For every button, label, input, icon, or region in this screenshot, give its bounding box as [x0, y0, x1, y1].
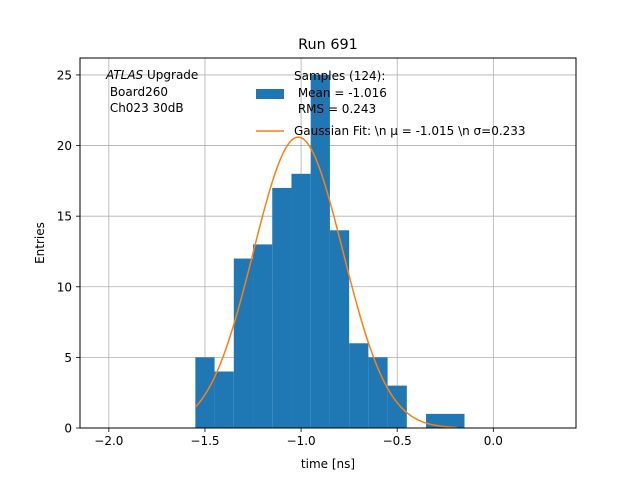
gaussian-fit: [194, 136, 457, 429]
legend-samples-swatch: [256, 89, 284, 99]
histogram-bar: [272, 187, 292, 428]
upgrade-label: Upgrade: [143, 68, 198, 82]
y-axis-label: Entries: [33, 222, 47, 264]
x-axis-label: time [ns]: [301, 457, 355, 471]
histogram-bar: [214, 371, 234, 428]
x-tick-label: −1.5: [190, 434, 219, 448]
histogram-bar: [195, 357, 215, 428]
legend-mean: Mean = -1.016: [294, 86, 387, 100]
x-tick-label: −1.0: [287, 434, 316, 448]
histogram-bar: [329, 230, 350, 428]
board-label: Board260: [106, 85, 168, 99]
legend-rms: RMS = 0.243: [294, 102, 376, 116]
histogram-bar: [233, 258, 254, 428]
histogram-bars: [195, 74, 465, 428]
atlas-label: ATLAS: [105, 68, 144, 82]
legend-fit-label: Gaussian Fit: \n μ = -1.015 \n σ=0.233: [294, 124, 526, 138]
y-tick-label: 25: [57, 68, 72, 82]
y-axis-ticks: 0 5 10 15 20 25: [57, 68, 80, 436]
x-tick-label: 0.0: [484, 434, 503, 448]
histogram-bar: [253, 244, 273, 428]
y-tick-label: 10: [57, 280, 72, 294]
x-axis-ticks: −2.0 −1.5 −1.0 −0.5 0.0: [94, 428, 503, 448]
atlas-annotation: ATLAS Upgrade Board260 Ch023 30dB: [105, 68, 198, 115]
axes-frame: [79, 57, 577, 429]
x-tick-label: −2.0: [94, 434, 123, 448]
x-tick-label: −0.5: [383, 434, 412, 448]
chart-title: Run 691: [298, 37, 358, 53]
annotation-line-1: ATLAS Upgrade: [105, 68, 198, 82]
histogram-bar: [368, 357, 388, 428]
histogram-bar: [310, 74, 330, 428]
histogram-bar: [291, 173, 311, 428]
histogram-bar: [349, 343, 369, 428]
y-tick-label: 20: [57, 139, 72, 153]
y-tick-label: 5: [64, 351, 72, 365]
histogram-bar: [426, 413, 465, 428]
channel-label: Ch023 30dB: [106, 101, 184, 115]
legend-samples-title: Samples (124):: [294, 69, 385, 83]
y-tick-label: 0: [64, 422, 72, 436]
gaussian-fit-curve: [194, 136, 457, 429]
y-tick-label: 15: [57, 210, 72, 224]
legend: Samples (124): Mean = -1.016 RMS = 0.243…: [256, 69, 526, 138]
